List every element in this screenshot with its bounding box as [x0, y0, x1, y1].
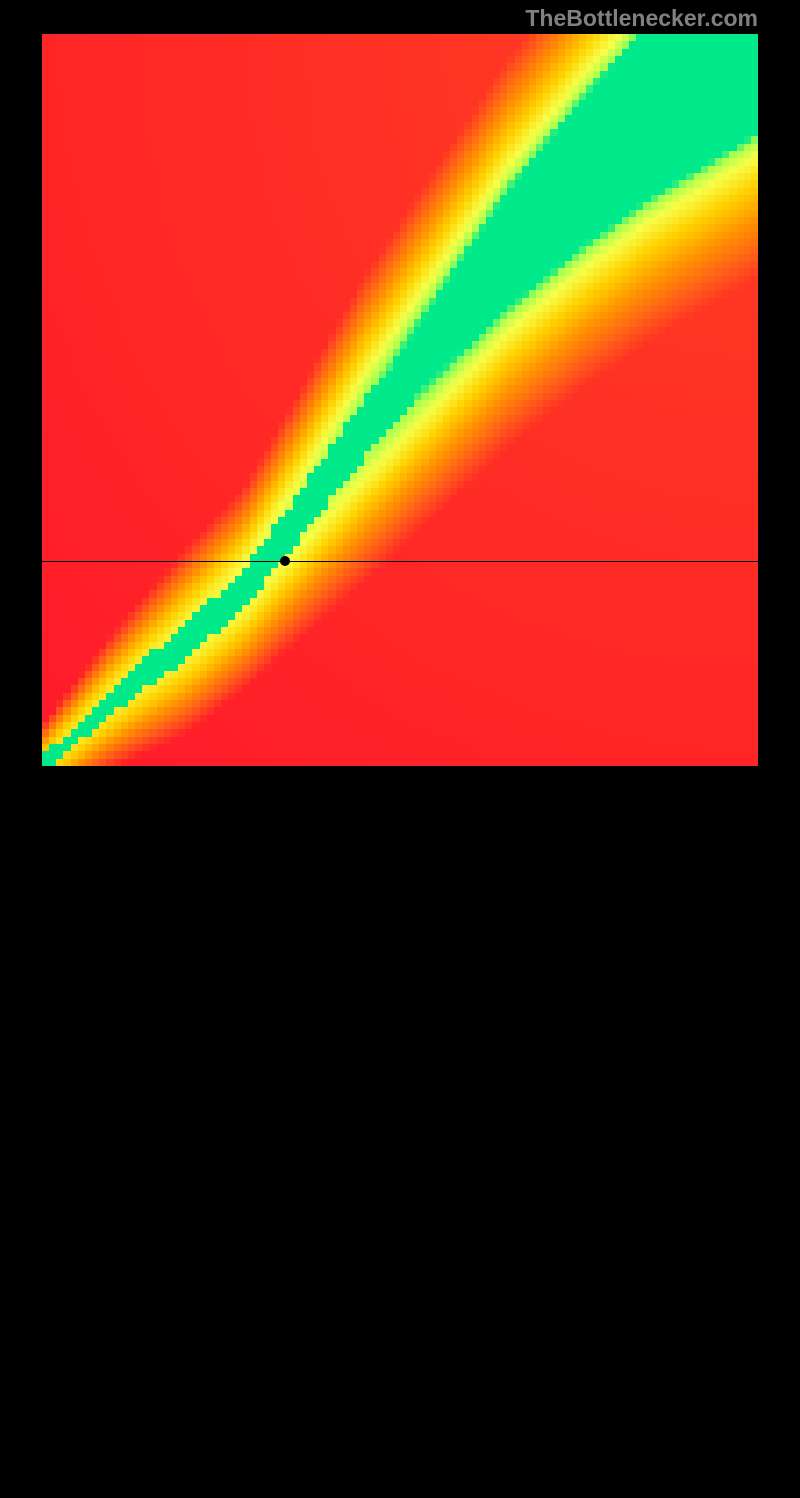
data-point-marker	[280, 556, 290, 566]
crosshair-vertical	[285, 766, 286, 1498]
crosshair-horizontal	[42, 561, 758, 562]
watermark-text: TheBottlenecker.com	[525, 5, 758, 32]
heatmap-canvas	[42, 34, 758, 766]
heatmap-plot	[42, 34, 758, 766]
